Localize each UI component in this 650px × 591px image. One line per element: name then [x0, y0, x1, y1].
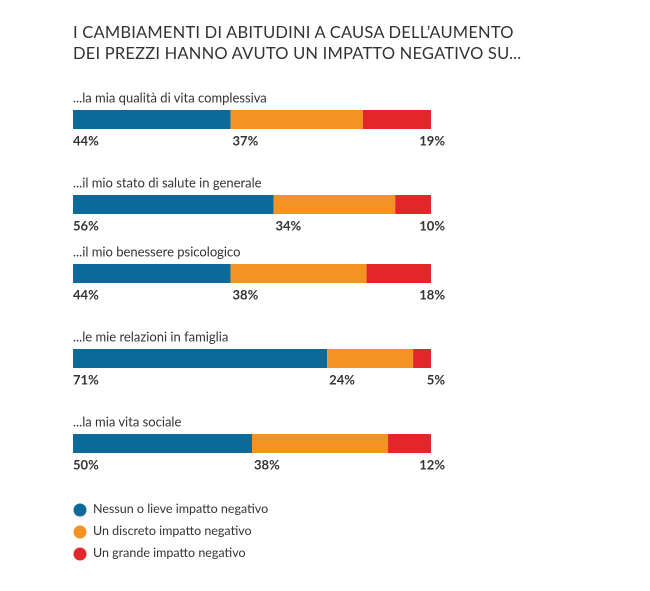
bar-segment	[362, 110, 431, 129]
bar-segment	[73, 264, 231, 283]
bar-segment	[413, 349, 431, 368]
bar-segment	[73, 110, 231, 129]
value-label: 5%	[427, 371, 446, 387]
bar-segment	[230, 110, 363, 129]
value-label: 56%	[73, 217, 99, 233]
legend-label: Un discreto impatto negativo	[93, 523, 252, 538]
value-label: 38%	[233, 286, 259, 302]
bar-segment	[388, 434, 431, 453]
value-label: 18%	[419, 286, 445, 302]
category-label: ...il mio benessere psicologico	[73, 243, 241, 259]
category-label: ...il mio stato di salute in generale	[73, 174, 262, 190]
category-label: ...la mia vita sociale	[73, 413, 181, 429]
legend-marker	[73, 503, 87, 517]
value-label: 44%	[73, 132, 99, 148]
bar-segment	[366, 264, 431, 283]
legend-marker	[73, 547, 87, 561]
value-label: 44%	[73, 286, 99, 302]
value-label: 37%	[233, 132, 259, 148]
value-label: 34%	[275, 217, 301, 233]
legend-label: Nessun o lieve impatto negativo	[93, 501, 268, 516]
legend-marker	[73, 525, 87, 539]
value-label: 71%	[73, 371, 99, 387]
bar-segment	[273, 195, 396, 214]
value-label: 50%	[73, 456, 99, 472]
category-label: ...la mia qualità di vita complessiva	[73, 89, 267, 105]
bar-segment	[395, 195, 431, 214]
category-label: ...le mie relazioni in famiglia	[73, 328, 228, 344]
bar-segment	[252, 434, 389, 453]
legend-label: Un grande impatto negativo	[93, 545, 246, 560]
bar-segment	[73, 349, 328, 368]
chart-title: I CAMBIAMENTI DI ABITUDINI A CAUSA DELL’…	[73, 22, 522, 63]
value-label: 12%	[419, 456, 445, 472]
bar-segment	[73, 195, 274, 214]
value-label: 24%	[329, 371, 355, 387]
value-label: 19%	[419, 132, 445, 148]
value-label: 38%	[254, 456, 280, 472]
value-label: 10%	[419, 217, 445, 233]
bar-segment	[230, 264, 367, 283]
bar-segment	[73, 434, 252, 453]
bar-segment	[327, 349, 414, 368]
